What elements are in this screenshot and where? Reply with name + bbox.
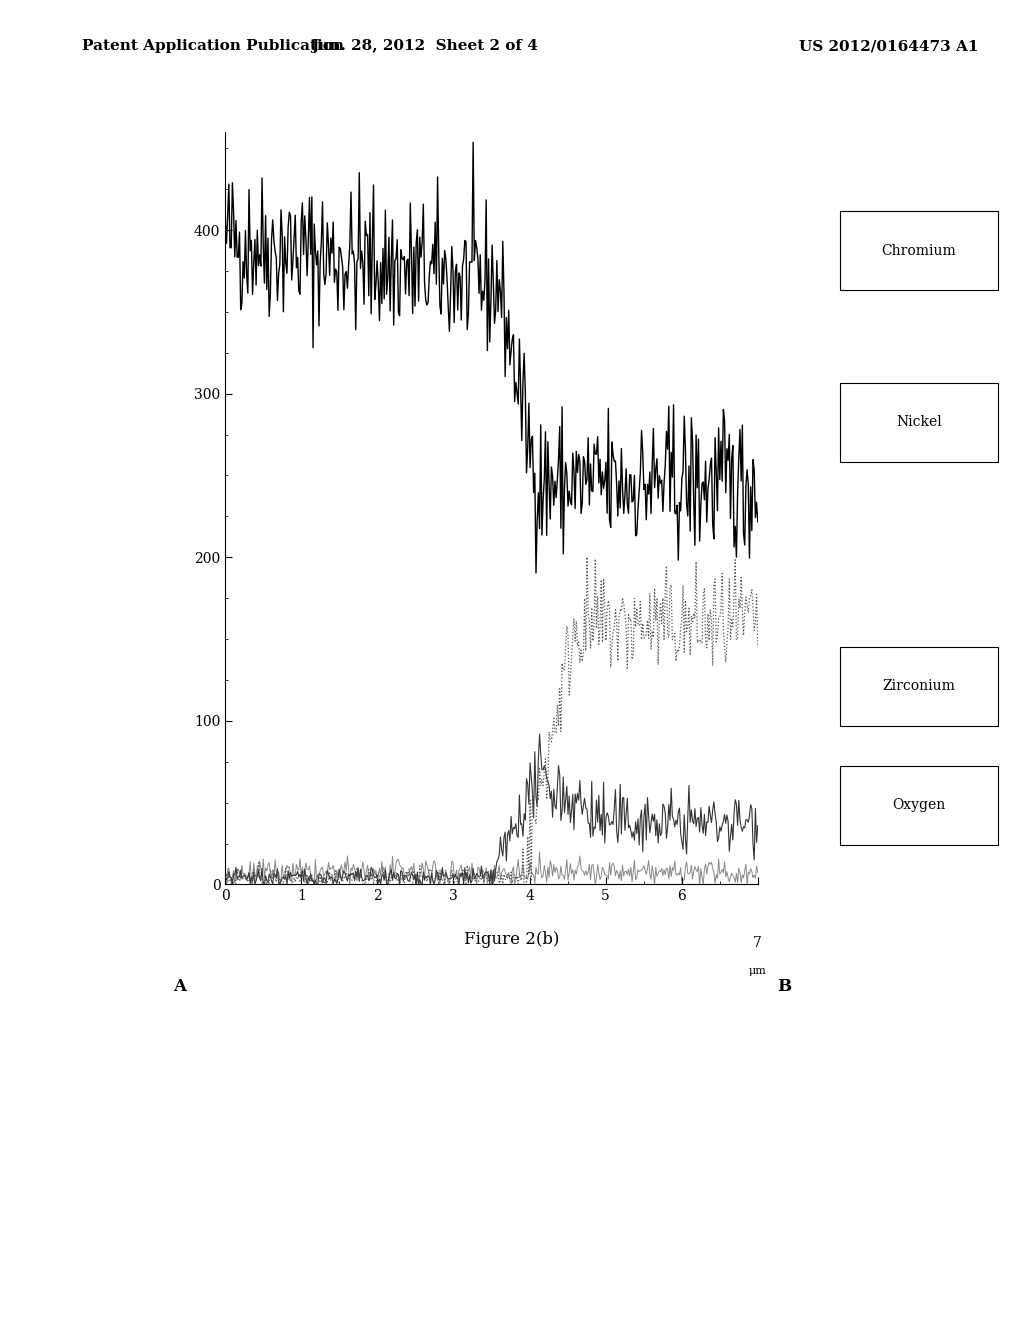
Text: 7: 7 <box>754 936 762 949</box>
Text: μm: μm <box>749 966 767 977</box>
Text: Chromium: Chromium <box>882 244 956 257</box>
Text: Patent Application Publication: Patent Application Publication <box>82 40 344 53</box>
Text: Jun. 28, 2012  Sheet 2 of 4: Jun. 28, 2012 Sheet 2 of 4 <box>311 40 539 53</box>
Text: B: B <box>777 978 792 995</box>
FancyBboxPatch shape <box>225 883 301 884</box>
Text: Oxygen: Oxygen <box>892 799 946 812</box>
Text: A: A <box>173 978 186 995</box>
FancyBboxPatch shape <box>225 883 301 884</box>
Text: Zirconium: Zirconium <box>883 680 955 693</box>
FancyBboxPatch shape <box>225 883 301 884</box>
Text: Nickel: Nickel <box>896 416 942 429</box>
FancyBboxPatch shape <box>225 883 301 884</box>
Text: US 2012/0164473 A1: US 2012/0164473 A1 <box>799 40 978 53</box>
Text: Figure 2(b): Figure 2(b) <box>464 931 560 948</box>
